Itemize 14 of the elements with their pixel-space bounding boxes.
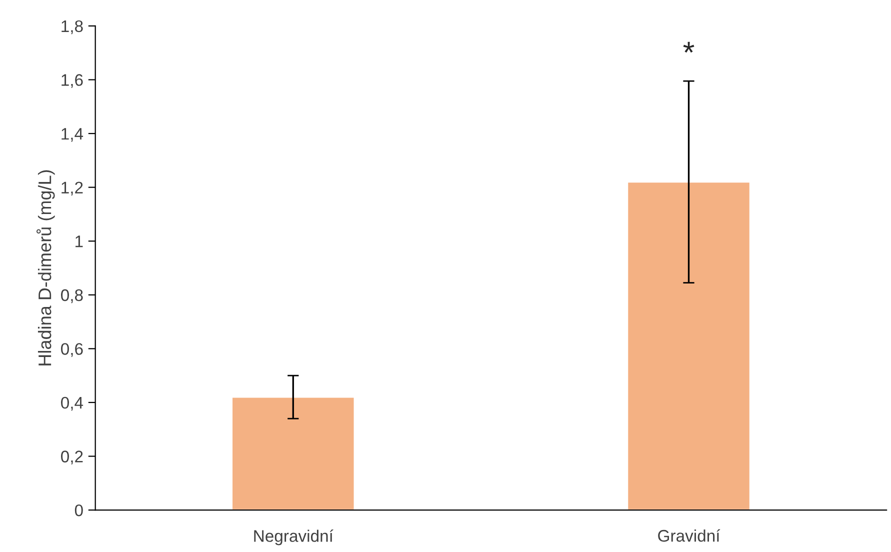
y-axis-title: Hladina D-dimerů (mg/L): [36, 170, 55, 366]
y-tick-label: 1,4: [62, 128, 84, 142]
y-tick-label: 0,8: [61, 289, 83, 304]
y-tick-label: 1: [76, 236, 83, 248]
annotation: *: [683, 42, 694, 53]
y-tick-label: 0: [74, 504, 83, 516]
x-tick-label: Gravidní: [658, 529, 720, 542]
y-tick-label: 0,2: [61, 450, 83, 464]
x-tick-label: Negravidní: [254, 529, 334, 546]
y-tick-label: 0,4: [61, 396, 84, 411]
y-tick-label: 0,6: [61, 343, 83, 357]
y-tick-label: 1,8: [62, 20, 83, 34]
y-tick-label: 1,2: [62, 182, 83, 196]
y-tick-label: 1,6: [62, 74, 83, 88]
